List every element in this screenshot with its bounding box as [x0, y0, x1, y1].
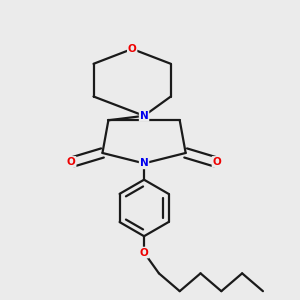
- Text: O: O: [128, 44, 136, 54]
- Text: N: N: [140, 158, 148, 168]
- Text: O: O: [140, 248, 148, 257]
- Text: N: N: [140, 111, 148, 121]
- Text: O: O: [67, 157, 76, 167]
- Text: O: O: [212, 157, 221, 167]
